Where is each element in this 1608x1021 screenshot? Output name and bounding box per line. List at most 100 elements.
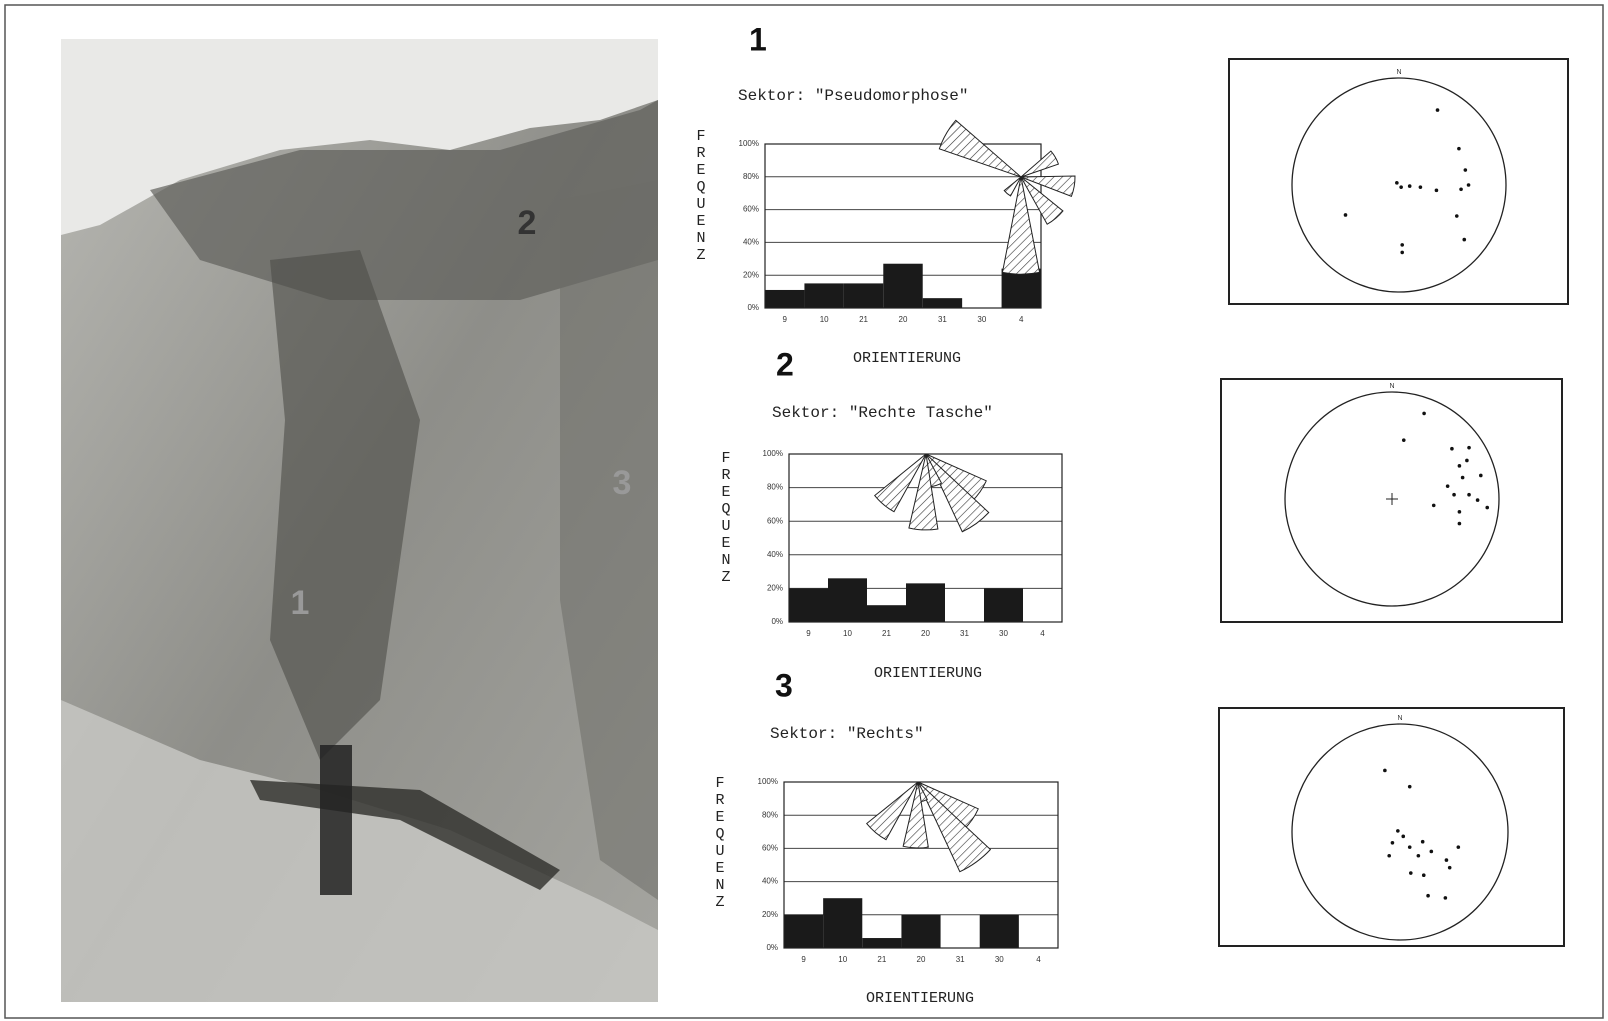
pole-point — [1409, 871, 1413, 875]
pole-point — [1459, 187, 1463, 192]
x-tick-label: 20 — [921, 629, 930, 638]
y-tick-label: 100% — [758, 777, 778, 786]
x-tick-label: 31 — [960, 629, 969, 638]
photo-label: 3 — [613, 464, 632, 502]
bar — [765, 289, 805, 308]
y-axis-label: FREQUENZ — [696, 128, 706, 264]
pole-point — [1395, 181, 1399, 185]
stereonet-circle — [1284, 391, 1500, 607]
rose-sector — [917, 781, 992, 873]
x-axis-label: ORIENTIERUNG — [853, 350, 961, 367]
pole-point — [1387, 853, 1391, 858]
pole-point — [1462, 237, 1467, 242]
pole-point — [1396, 829, 1400, 833]
pole-point — [1399, 185, 1403, 189]
pole-point — [1401, 438, 1406, 442]
bar — [843, 283, 884, 308]
bar — [1001, 268, 1041, 308]
bar — [784, 914, 824, 948]
north-label: N — [1397, 715, 1402, 722]
bar — [883, 263, 923, 308]
stereonet-frame — [1228, 58, 1569, 305]
y-tick-label: 40% — [743, 238, 759, 247]
pole-point — [1422, 411, 1426, 416]
bar — [922, 298, 963, 308]
bar — [906, 583, 945, 622]
pole-point — [1401, 834, 1406, 839]
bar — [823, 898, 863, 948]
rose-sector — [938, 119, 1022, 178]
pole-point — [1465, 458, 1469, 463]
y-tick-label: 0% — [747, 303, 759, 312]
pole-point — [1383, 768, 1387, 773]
pole-point — [1452, 492, 1456, 497]
north-label: N — [1389, 383, 1394, 390]
chart-title: Sektor: "Pseudomorphose" — [738, 87, 968, 105]
rose-sector — [1020, 150, 1060, 178]
y-tick-label: 100% — [739, 139, 759, 148]
pole-point — [1454, 214, 1459, 218]
stereonet-frame — [1220, 378, 1563, 623]
bar — [984, 588, 1023, 622]
pole-point — [1463, 168, 1468, 172]
stereonet-circle — [1291, 723, 1509, 941]
x-tick-label: 9 — [782, 315, 787, 324]
y-axis-label: FREQUENZ — [715, 775, 725, 911]
north-label: N — [1396, 69, 1401, 76]
pole-point — [1450, 446, 1454, 451]
x-axis-label: ORIENTIERUNG — [866, 990, 974, 1007]
pole-point — [1475, 498, 1480, 502]
x-tick-label: 21 — [877, 955, 886, 964]
pole-point — [1416, 853, 1421, 858]
rose-sector — [908, 453, 939, 531]
pole-point — [1457, 510, 1462, 514]
pole-point — [1460, 475, 1465, 480]
x-tick-label: 30 — [995, 955, 1004, 964]
y-tick-label: 20% — [743, 270, 759, 279]
photo-label: 2 — [518, 204, 537, 242]
x-axis-label: ORIENTIERUNG — [874, 665, 982, 682]
x-tick-label: 30 — [999, 629, 1008, 638]
y-tick-label: 60% — [767, 516, 783, 525]
bar — [862, 938, 902, 948]
x-tick-label: 10 — [838, 955, 847, 964]
pole-point — [1444, 858, 1449, 862]
pole-point — [1400, 250, 1405, 255]
pole-point — [1445, 484, 1450, 488]
bar — [901, 914, 941, 948]
pole-point — [1418, 185, 1423, 189]
y-tick-label: 20% — [762, 910, 778, 919]
stereonet-frame — [1218, 707, 1565, 947]
pole-point — [1447, 865, 1452, 870]
y-tick-label: 80% — [762, 810, 778, 819]
x-tick-label: 21 — [859, 315, 868, 324]
y-tick-label: 60% — [762, 844, 778, 853]
x-tick-label: 4 — [1019, 315, 1024, 324]
pole-point — [1443, 896, 1448, 900]
rose-sector — [1020, 176, 1064, 225]
photo — [61, 39, 658, 1002]
rose-sector — [1003, 176, 1022, 197]
plot-frame — [764, 143, 1042, 309]
pole-point — [1457, 464, 1462, 468]
y-tick-label: 0% — [766, 943, 778, 952]
pole-point — [1400, 243, 1405, 247]
chart-number: 2 — [776, 346, 794, 382]
x-tick-label: 20 — [917, 955, 926, 964]
pole-point — [1431, 503, 1436, 508]
x-tick-label: 21 — [882, 629, 891, 638]
y-tick-label: 40% — [767, 550, 783, 559]
bar — [804, 283, 844, 308]
x-tick-label: 9 — [806, 629, 811, 638]
pole-point — [1467, 445, 1471, 450]
pole-point — [1466, 183, 1471, 187]
chart-number: 3 — [775, 667, 793, 703]
photo-label: 1 — [291, 584, 310, 622]
y-tick-label: 60% — [743, 205, 759, 214]
pole-point — [1390, 841, 1395, 845]
plot-frame — [783, 781, 1059, 949]
y-tick-label: 100% — [763, 449, 783, 458]
x-tick-label: 30 — [977, 315, 986, 324]
